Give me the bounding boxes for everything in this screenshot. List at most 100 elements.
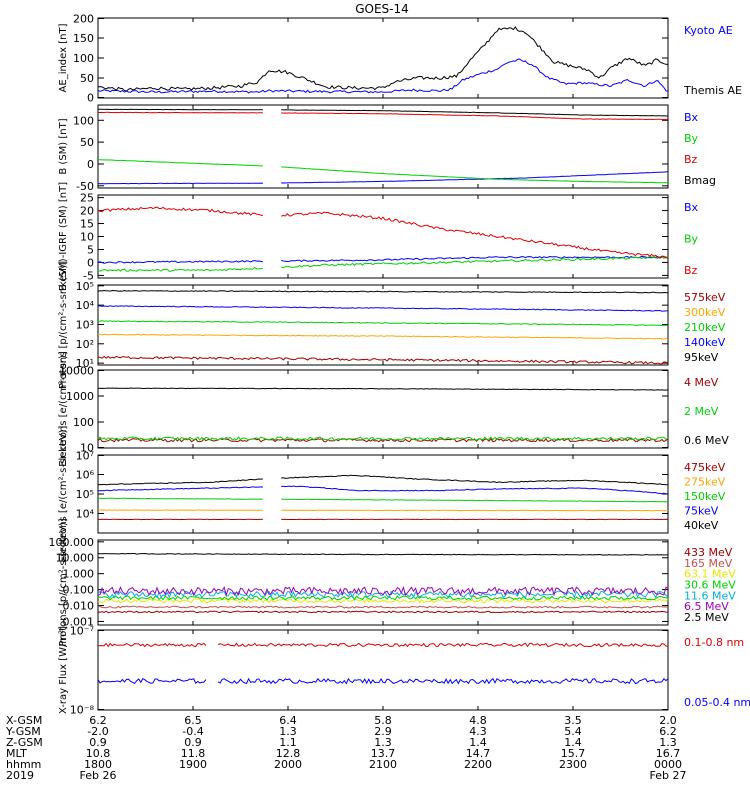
y-tick-label: 10 [80,442,94,455]
y-axis-title: Electrons [e/(cm²-s-sr)] [58,351,69,467]
x-axis-value: 1.4 [469,736,487,749]
x-axis-value: 0000 [654,758,682,771]
x-axis-table: X-GSMY-GSMZ-GSMMLThhmm20196.2-2.00.910.8… [5,714,686,782]
x-axis-value: 2.0 [659,714,677,727]
y-tick-label: 150 [73,32,94,45]
panel-frame [97,454,669,534]
y-tick-label: 0.010 [63,600,95,613]
series-line-bx [97,171,669,185]
legend-label: 0.6 MeV [684,434,729,447]
x-axis-value: 2200 [464,758,492,771]
legend-label: 300keV [684,306,726,319]
y-tick-label: 100 [73,114,94,127]
y-tick-label: -50 [76,180,94,193]
x-axis-value: 6.2 [89,714,107,727]
x-axis-value: 16.7 [656,747,681,760]
legend-label: 30.6 MeV [684,579,736,592]
y-tick-label: 25 [80,192,94,205]
legend-label: 0.05-0.4 nm [684,696,750,709]
y-tick-label: 0 [87,256,94,269]
x-axis-value: 13.7 [371,747,396,760]
y-tick-label: 10000 [59,365,94,378]
legend-label: By [684,233,699,246]
x-axis-value: 5.4 [564,725,582,738]
x-axis-value: 6.4 [279,714,297,727]
x-axis-value: 11.8 [181,747,206,760]
y-axis-title: B (SM) [nT] [58,118,69,174]
panel-b_sm: -50 0 50 100 B (SM) [nT] Bx By Bz Bmag [58,104,716,193]
x-axis-value: 6.2 [659,725,677,738]
panel-frame [97,629,669,711]
series-line-bz [98,111,669,121]
series-line-kyoto-ae [97,58,669,94]
x-axis-value: 1800 [84,758,112,771]
y-tick-label: 10¹ [76,357,94,370]
legend-label: Themis AE [683,84,742,97]
legend-label: Bz [684,153,698,166]
series-line-275kev [97,509,669,512]
legend-label: 63.1 MeV [684,568,736,581]
y-tick-label: 15 [80,218,94,231]
x-axis-value: 5.8 [374,714,392,727]
y-tick-label: 10 [80,231,94,244]
x-axis-value: 4.8 [469,714,487,727]
series-line-30-6-mev [97,595,669,601]
series-line-210kev [97,320,669,327]
series-line-150kev [97,497,669,503]
x-axis-value: 6.5 [184,714,202,727]
legend-label: 140keV [684,336,726,349]
series-line-433-mev [97,610,669,614]
y-tick-label: 20 [80,205,94,218]
series-line-75kev [97,485,668,495]
x-axis-value: 0.9 [184,736,202,749]
panel-electrons_low: 10⁴ 10⁵ 10⁶ 10⁷ Electrons [e/(cm²-s-sr-keV)]… [58,425,726,562]
x-axis-value: Feb 26 [80,769,117,782]
x-axis-value: 1.3 [279,725,297,738]
legend-label: 575keV [684,291,726,304]
y-axis-title: AE_index [nT] [58,23,69,92]
legend-label: 2.5 MeV [684,611,729,624]
legend-label: 165 MeV [684,557,733,570]
y-tick-label: 10⁻⁷ [70,625,94,638]
x-axis-row-label: MLT [6,747,27,760]
y-tick-label: 0.001 [63,615,95,628]
y-axis-title: Protons [p/(cm²-s-sr-keV)] [58,518,69,646]
legend-label: 95keV [684,351,719,364]
y-tick-label: -5 [83,269,94,282]
legend-label: Bmag [684,174,716,187]
y-axis-title: Electrons [e/(cm²-s-sr-keV)] [58,425,69,562]
y-tick-label: 200 [73,13,94,26]
legend-label: Bx [684,201,699,214]
x-axis-value: Feb 27 [650,769,687,782]
x-axis-row-label: 2019 [6,769,34,782]
y-axis-title: Protons [p/(cm²-s-sr-keV)] [58,261,69,389]
series-line-bz [97,206,669,259]
x-axis-row-label: Y-GSM [5,725,41,738]
series-line-by [97,256,669,272]
x-axis-value: 1.1 [279,736,297,749]
legend-label: 150keV [684,490,726,503]
legend-label: 210keV [684,321,726,334]
series-line-bmag [98,108,668,117]
y-tick-label: 10⁵ [76,488,94,501]
legend-label: 433 MeV [684,546,733,559]
x-axis-value: -0.4 [182,725,203,738]
y-tick-label: 100 [73,416,94,429]
y-tick-label: 10⁶ [76,469,95,482]
x-axis-value: 1900 [179,758,207,771]
y-tick-label: 10.000 [56,552,95,565]
series-line-300kev [97,333,669,340]
y-tick-label: 1.000 [63,568,95,581]
y-tick-label: 10⁴ [76,508,95,521]
legend-label: 2 MeV [684,405,719,418]
y-tick-label: 100 [73,52,94,65]
y-tick-label: 10² [76,338,94,351]
panel-ae: 0 50 100 150 200 AE_index [nT] Kyoto AE Themis … [58,13,742,105]
legend-label: 11.6 MeV [684,589,736,602]
series-line-2-5-mev [97,552,668,556]
x-axis-value: 0.9 [89,736,107,749]
